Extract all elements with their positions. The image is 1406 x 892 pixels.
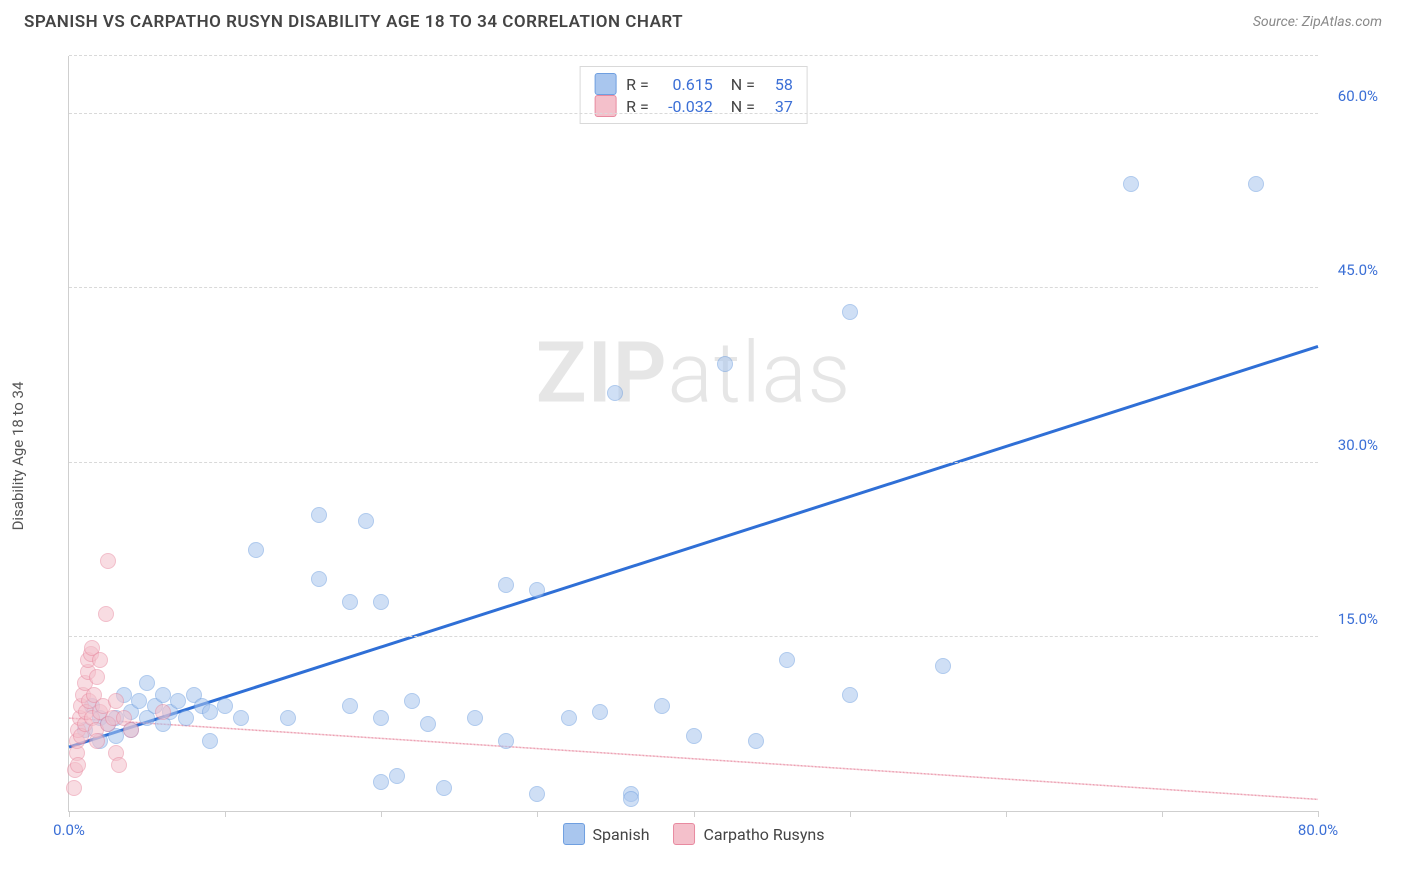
x-tick bbox=[1318, 811, 1319, 817]
series-legend: Spanish Carpatho Rusyns bbox=[563, 823, 825, 845]
data-point bbox=[311, 507, 327, 523]
y-tick-label: 30.0% bbox=[1338, 436, 1378, 454]
data-point bbox=[420, 716, 436, 732]
legend-label: Carpatho Rusyns bbox=[704, 825, 825, 844]
x-tick bbox=[850, 811, 851, 817]
legend-row: R = 0.615 N = 58 bbox=[594, 73, 793, 95]
x-tick bbox=[1162, 811, 1163, 817]
data-point bbox=[779, 652, 795, 668]
legend-swatch bbox=[674, 823, 696, 845]
data-point bbox=[202, 704, 218, 720]
data-point bbox=[66, 780, 82, 796]
legend-item: Spanish bbox=[563, 823, 650, 845]
y-tick-label: 60.0% bbox=[1338, 87, 1378, 105]
legend-r-label: R = bbox=[626, 75, 649, 94]
x-tick bbox=[1006, 811, 1007, 817]
data-point bbox=[373, 710, 389, 726]
data-point bbox=[342, 594, 358, 610]
legend-label: Spanish bbox=[593, 825, 650, 844]
data-point bbox=[373, 594, 389, 610]
gridline bbox=[69, 462, 1318, 463]
data-point bbox=[280, 710, 296, 726]
data-point bbox=[373, 774, 389, 790]
trend-lines bbox=[69, 56, 1318, 811]
data-point bbox=[98, 606, 114, 622]
data-point bbox=[217, 698, 233, 714]
data-point bbox=[89, 669, 105, 685]
data-point bbox=[498, 577, 514, 593]
data-point bbox=[131, 693, 147, 709]
data-point bbox=[654, 698, 670, 714]
data-point bbox=[170, 693, 186, 709]
data-point bbox=[623, 791, 639, 807]
x-tick-label: 0.0% bbox=[53, 821, 85, 839]
gridline bbox=[69, 55, 1318, 56]
data-point bbox=[178, 710, 194, 726]
data-point bbox=[935, 658, 951, 674]
data-point bbox=[592, 704, 608, 720]
legend-n-value: 58 bbox=[765, 75, 793, 94]
x-tick bbox=[225, 811, 226, 817]
data-point bbox=[248, 542, 264, 558]
correlation-legend: R =0.615N =58R =-0.032N =37 bbox=[579, 66, 808, 124]
data-point bbox=[404, 693, 420, 709]
chart-container: Disability Age 18 to 34 ZIPatlas R =0.61… bbox=[24, 44, 1382, 868]
legend-swatch bbox=[594, 73, 616, 95]
data-point bbox=[155, 687, 171, 703]
data-point bbox=[233, 710, 249, 726]
chart-title: SPANISH VS CARPATHO RUSYN DISABILITY AGE… bbox=[24, 12, 683, 32]
data-point bbox=[748, 733, 764, 749]
data-point bbox=[389, 768, 405, 784]
data-point bbox=[155, 704, 171, 720]
legend-n-label: N = bbox=[731, 75, 755, 94]
data-point bbox=[89, 733, 105, 749]
x-tick bbox=[69, 811, 70, 817]
data-point bbox=[311, 571, 327, 587]
data-point bbox=[92, 652, 108, 668]
gridline bbox=[69, 113, 1318, 114]
data-point bbox=[1248, 176, 1264, 192]
y-tick-label: 15.0% bbox=[1338, 610, 1378, 628]
data-point bbox=[342, 698, 358, 714]
data-point bbox=[70, 757, 86, 773]
data-point bbox=[108, 693, 124, 709]
y-axis-label: Disability Age 18 to 34 bbox=[9, 382, 27, 531]
data-point bbox=[358, 513, 374, 529]
gridline bbox=[69, 287, 1318, 288]
gridline bbox=[69, 636, 1318, 637]
data-point bbox=[842, 687, 858, 703]
data-point bbox=[123, 722, 139, 738]
x-tick bbox=[381, 811, 382, 817]
x-tick-label: 80.0% bbox=[1298, 821, 1338, 839]
data-point bbox=[1123, 176, 1139, 192]
legend-r-value: 0.615 bbox=[659, 75, 713, 94]
data-point bbox=[529, 786, 545, 802]
data-point bbox=[111, 757, 127, 773]
source-label: Source: ZipAtlas.com bbox=[1253, 14, 1382, 30]
data-point bbox=[202, 733, 218, 749]
y-tick-label: 45.0% bbox=[1338, 261, 1378, 279]
legend-swatch bbox=[563, 823, 585, 845]
data-point bbox=[139, 675, 155, 691]
legend-item: Carpatho Rusyns bbox=[674, 823, 825, 845]
data-point bbox=[467, 710, 483, 726]
data-point bbox=[561, 710, 577, 726]
x-tick bbox=[694, 811, 695, 817]
plot-area: ZIPatlas R =0.615N =58R =-0.032N =37 Spa… bbox=[68, 56, 1318, 812]
data-point bbox=[529, 582, 545, 598]
x-tick bbox=[537, 811, 538, 817]
data-point bbox=[498, 733, 514, 749]
data-point bbox=[100, 553, 116, 569]
data-point bbox=[607, 385, 623, 401]
data-point bbox=[686, 728, 702, 744]
data-point bbox=[842, 304, 858, 320]
data-point bbox=[717, 356, 733, 372]
data-point bbox=[436, 780, 452, 796]
